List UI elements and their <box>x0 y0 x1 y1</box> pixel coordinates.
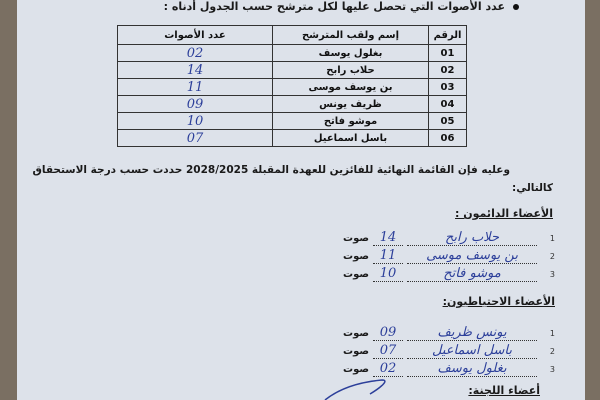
result-paragraph-end: كالتالي: <box>512 182 553 194</box>
header-votes: عدد الأصوات <box>117 25 273 45</box>
header-number: الرقم <box>428 25 467 45</box>
cell-number: 06 <box>428 129 467 147</box>
item-name: بن يوسف موسى <box>407 248 537 264</box>
cell-number: 03 <box>428 78 467 96</box>
table-row: 05 موشو فاتح 10 <box>117 112 467 130</box>
item-name: موشو فاتح <box>407 266 537 282</box>
table-row: 06 باسل اسماعيل 07 <box>117 129 467 147</box>
reserve-item: 3 بغلول يوسف 02 صوت <box>315 361 555 377</box>
cell-number: 01 <box>428 44 467 62</box>
item-number: 2 <box>549 251 555 261</box>
permanent-heading: الأعضاء الدائمون : <box>455 207 553 220</box>
permanent-item: 2 بن يوسف موسى 11 صوت <box>315 248 555 264</box>
permanent-item: 1 حلاب رابح 14 صوت <box>315 230 555 246</box>
item-votes: 09 <box>373 325 403 341</box>
item-name: يونس ظريف <box>407 325 537 341</box>
reserve-item: 2 باسل اسماعيل 07 صوت <box>315 343 555 359</box>
item-number: 3 <box>549 269 555 279</box>
item-number: 2 <box>549 346 555 356</box>
cell-name: بن يوسف موسى <box>272 78 429 96</box>
item-number: 1 <box>549 328 555 338</box>
table-header: الرقم إسم ولقب المترشح عدد الأصوات <box>117 25 467 45</box>
cell-name: بغلول يوسف <box>272 44 429 62</box>
cell-number: 02 <box>428 61 467 79</box>
cell-name: حلاب رابح <box>272 61 429 79</box>
cell-votes: 11 <box>117 78 273 96</box>
reserve-heading: الأعضاء الاحتياطيون: <box>442 295 555 308</box>
cell-name: باسل اسماعيل <box>272 129 429 147</box>
bullet-icon <box>513 4 519 10</box>
cell-votes: 07 <box>117 129 273 147</box>
table-row: 02 حلاب رابح 14 <box>117 61 467 79</box>
item-unit: صوت <box>343 327 369 339</box>
table-row: 01 بغلول يوسف 02 <box>117 44 467 62</box>
cell-votes: 10 <box>117 112 273 130</box>
item-name: باسل اسماعيل <box>407 343 537 359</box>
cell-votes: 14 <box>117 61 273 79</box>
item-unit: صوت <box>343 250 369 262</box>
table-row: 04 ظريف يونس 09 <box>117 95 467 113</box>
item-votes: 14 <box>373 230 403 246</box>
item-unit: صوت <box>343 345 369 357</box>
item-number: 3 <box>549 364 555 374</box>
reserve-item: 1 يونس ظريف 09 صوت <box>315 325 555 341</box>
cell-number: 04 <box>428 95 467 113</box>
committee-heading: أعضاء اللجنة: <box>468 384 540 397</box>
item-name: حلاب رابح <box>407 230 537 246</box>
result-paragraph: وعليه فإن القائمة النهائية للفائزين للعه… <box>32 164 510 176</box>
item-unit: صوت <box>343 363 369 375</box>
cell-number: 05 <box>428 112 467 130</box>
item-votes: 10 <box>373 266 403 282</box>
item-unit: صوت <box>343 232 369 244</box>
votes-table: الرقم إسم ولقب المترشح عدد الأصوات 01 بغل… <box>117 25 467 147</box>
cell-name: ظريف يونس <box>272 95 429 113</box>
intro-text: عدد الأصوات التي تحصل عليها لكل مترشح حس… <box>163 0 505 13</box>
item-votes: 02 <box>373 361 403 377</box>
signature-icon <box>324 379 386 400</box>
item-votes: 11 <box>373 248 403 264</box>
item-votes: 07 <box>373 343 403 359</box>
item-number: 1 <box>549 233 555 243</box>
permanent-item: 3 موشو فاتح 10 صوت <box>315 266 555 282</box>
cell-votes: 02 <box>117 44 273 62</box>
item-unit: صوت <box>343 268 369 280</box>
cell-votes: 09 <box>117 95 273 113</box>
header-name: إسم ولقب المترشح <box>272 25 429 45</box>
table-row: 03 بن يوسف موسى 11 <box>117 78 467 96</box>
item-name: بغلول يوسف <box>407 361 537 377</box>
cell-name: موشو فاتح <box>272 112 429 130</box>
